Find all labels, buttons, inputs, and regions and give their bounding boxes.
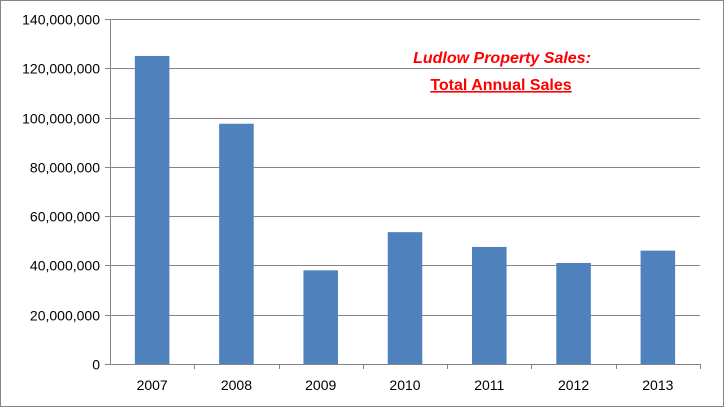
bar (219, 123, 254, 364)
bar (134, 55, 170, 364)
y-tick-label: 80,000,000 (30, 160, 100, 176)
y-tick-label: 140,000,000 (22, 12, 100, 28)
chart-title: Ludlow Property Sales: (413, 50, 591, 67)
bar (387, 232, 423, 364)
x-tick-label: 2009 (305, 377, 336, 393)
bar (303, 270, 338, 364)
x-tick-label: 2010 (389, 377, 420, 393)
bar (472, 246, 507, 364)
y-tick-label: 60,000,000 (30, 209, 100, 225)
x-tick-label: 2012 (558, 377, 589, 393)
y-axis: 0 20,000,000 40,000,000 60,000,000 80,000,00… (22, 12, 111, 373)
x-axis: 2007 2008 2009 2010 2011 2012 2013 (110, 364, 701, 393)
gridlines (110, 19, 700, 316)
y-tick-label: 120,000,000 (22, 61, 100, 77)
y-tick-label: 40,000,000 (30, 258, 100, 274)
x-tick-label: 2013 (642, 377, 673, 393)
y-tick-label: 20,000,000 (30, 308, 100, 324)
y-tick-label: 100,000,000 (22, 111, 100, 127)
y-tick-label: 0 (92, 357, 100, 373)
x-tick-label: 2011 (474, 377, 504, 393)
x-tick-label: 2008 (221, 377, 252, 393)
bars (134, 55, 676, 364)
bar (556, 262, 591, 364)
x-tick-label: 2007 (137, 377, 168, 393)
bar (640, 250, 676, 364)
chart-subtitle: Total Annual Sales (430, 77, 571, 94)
